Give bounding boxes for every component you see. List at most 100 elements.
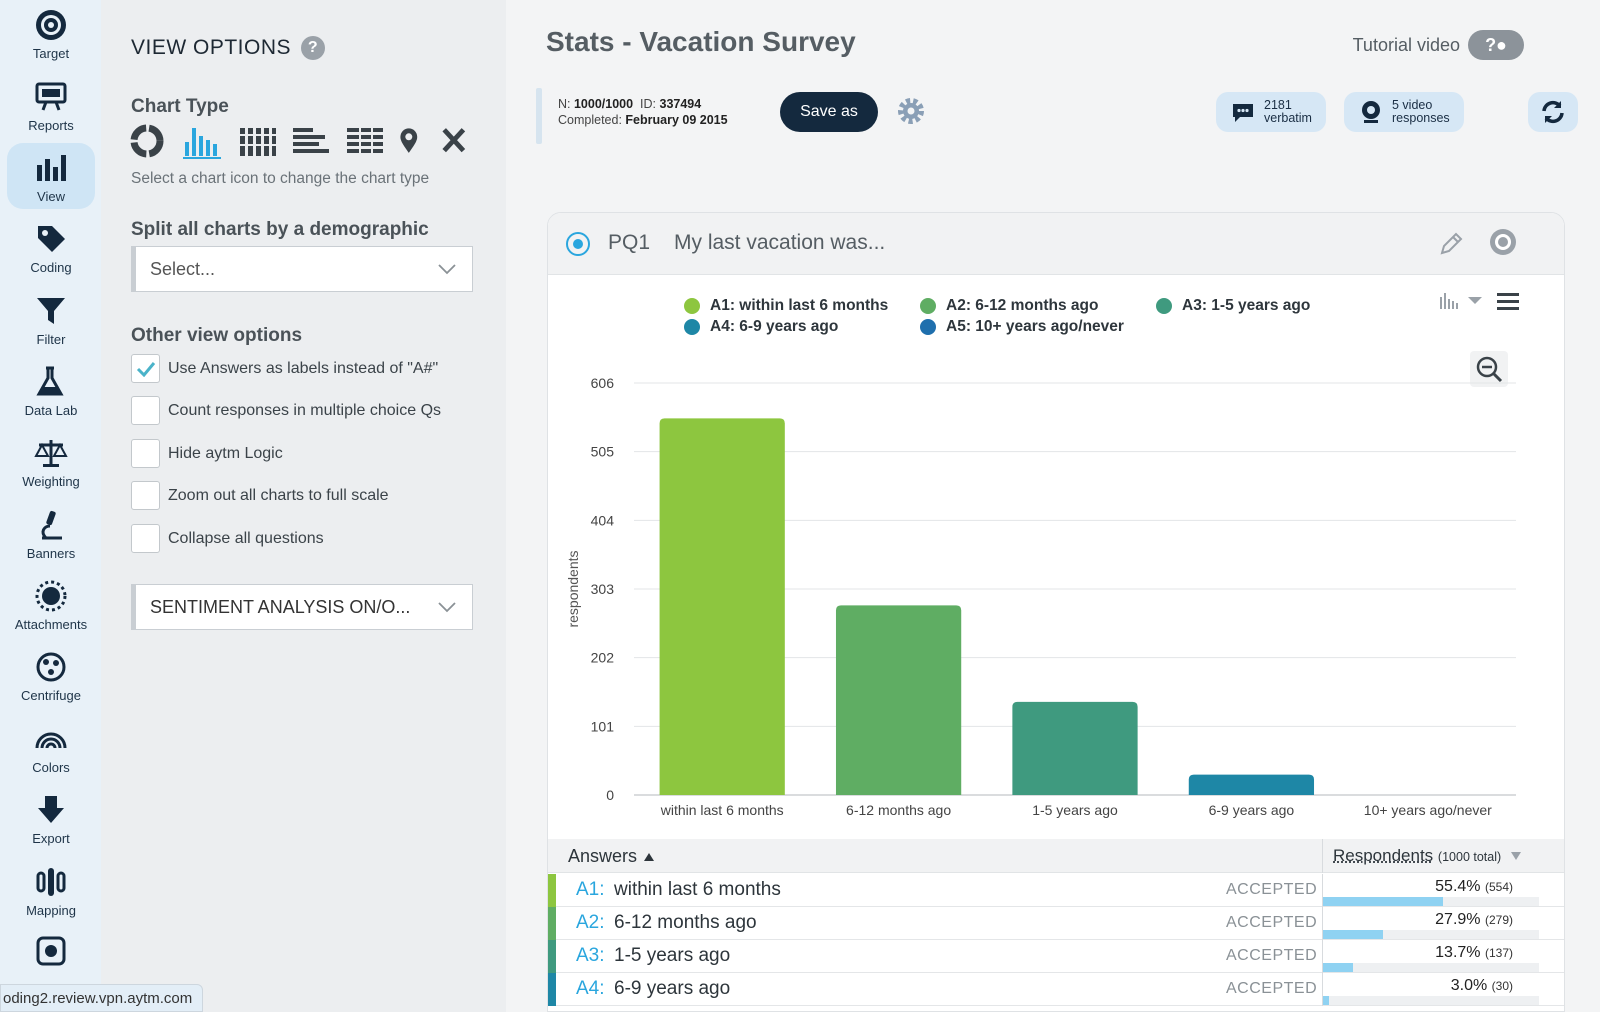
video-responses-button[interactable]: 5 video responses bbox=[1344, 92, 1464, 132]
option-collapse-text: Collapse all questions bbox=[168, 529, 324, 547]
sort-respondents-header[interactable]: Respondents (1000 total) bbox=[1322, 839, 1564, 873]
verbatim-label: verbatim bbox=[1264, 111, 1312, 125]
nav-view[interactable]: View bbox=[7, 143, 95, 209]
bar-1[interactable] bbox=[659, 418, 785, 795]
option-use-answers-labels[interactable]: Use Answers as labels instead of "A#" bbox=[131, 354, 438, 383]
menu-icon[interactable] bbox=[1496, 291, 1520, 311]
row-color-marker bbox=[548, 874, 556, 907]
refresh-button[interactable] bbox=[1528, 92, 1578, 132]
question-select-radio[interactable] bbox=[566, 232, 590, 256]
nav-banners-label: Banners bbox=[26, 546, 76, 561]
nav-weighting[interactable]: Weighting bbox=[7, 428, 95, 494]
checkbox-use-answers-labels[interactable] bbox=[131, 354, 160, 383]
chat-icon bbox=[36, 936, 66, 966]
legend-swatch bbox=[684, 319, 700, 335]
gear-icon[interactable] bbox=[896, 96, 926, 126]
option-hide-logic-text: Hide aytm Logic bbox=[168, 444, 283, 462]
nav-export[interactable]: Export bbox=[7, 785, 95, 851]
y-tick-label: 101 bbox=[591, 718, 615, 734]
nav-data-lab-label: Data Lab bbox=[24, 403, 78, 418]
sentiment-select[interactable]: SENTIMENT ANALYSIS ON/O... bbox=[131, 584, 473, 630]
scale-icon bbox=[34, 440, 68, 467]
nav-more[interactable] bbox=[7, 928, 95, 994]
nav-filter[interactable]: Filter bbox=[7, 286, 95, 352]
nav-view-label: View bbox=[37, 189, 65, 204]
verbatim-button[interactable]: 2181 verbatim bbox=[1216, 92, 1326, 132]
percent-value: 27.9% (279) bbox=[1323, 911, 1513, 929]
option-count-responses[interactable]: Count responses in multiple choice Qs bbox=[131, 396, 441, 425]
chart-type-hint: Select a chart icon to change the chart … bbox=[131, 170, 430, 187]
legend-label: A4: 6-9 years ago bbox=[710, 318, 839, 335]
sentiment-select-value: SENTIMENT ANALYSIS ON/O... bbox=[150, 596, 411, 617]
option-zoom-out[interactable]: Zoom out all charts to full scale bbox=[131, 481, 389, 510]
video-label: responses bbox=[1392, 111, 1450, 125]
nav-colors-label: Colors bbox=[32, 760, 70, 775]
table-row[interactable]: A2: 6-12 months ago ACCEPTED 27.9% (279) bbox=[548, 907, 1564, 940]
answer-code: A3: bbox=[576, 945, 605, 966]
status-bar-url: oding2.review.vpn.aytm.com bbox=[0, 984, 204, 1012]
x-tick-label: 10+ years ago/never bbox=[1364, 802, 1492, 818]
x-tick-label: 6-12 months ago bbox=[846, 802, 951, 818]
nav-coding[interactable]: Coding bbox=[7, 214, 95, 280]
col-respondents-total: (1000 total) bbox=[1437, 850, 1502, 864]
bar-3[interactable] bbox=[1012, 701, 1138, 795]
split-heading: Split all charts by a demographic bbox=[131, 219, 429, 240]
percent-bar-fill bbox=[1323, 897, 1443, 906]
nav-target[interactable]: Target bbox=[7, 0, 95, 66]
option-hide-logic[interactable]: Hide aytm Logic bbox=[131, 439, 283, 468]
checkbox-collapse[interactable] bbox=[131, 524, 160, 553]
table-row[interactable]: A3: 1-5 years ago ACCEPTED 13.7% (137) bbox=[548, 940, 1564, 973]
checkbox-hide-logic[interactable] bbox=[131, 439, 160, 468]
table-row[interactable]: A1: within last 6 months ACCEPTED 55.4% (55… bbox=[548, 874, 1564, 907]
chart-type-dropdown-icon[interactable] bbox=[1438, 291, 1484, 311]
answer-text: within last 6 months bbox=[614, 879, 781, 900]
nav-colors[interactable]: Colors bbox=[7, 714, 95, 780]
legend-swatch bbox=[920, 319, 936, 335]
percent-text: 3.0% bbox=[1450, 977, 1488, 994]
y-tick-label: 303 bbox=[591, 581, 615, 597]
nav-centrifuge[interactable]: Centrifuge bbox=[7, 642, 95, 708]
percent-text: 13.7% bbox=[1435, 944, 1481, 961]
help-icon[interactable]: ? bbox=[301, 36, 326, 60]
horizontal-bar-icon[interactable] bbox=[291, 122, 331, 160]
legend-item-a2[interactable]: A2: 6-12 months ago bbox=[920, 297, 1098, 315]
legend-item-a3[interactable]: A3: 1-5 years ago bbox=[1156, 297, 1310, 315]
stacked-bar-icon[interactable] bbox=[237, 122, 277, 160]
nav-mapping[interactable]: Mapping bbox=[7, 857, 95, 923]
bar-chart-icon[interactable] bbox=[183, 122, 223, 160]
checkbox-zoom-out[interactable] bbox=[131, 481, 160, 510]
chevron-down-icon bbox=[438, 602, 456, 613]
question-options-icon[interactable] bbox=[1488, 227, 1518, 257]
chart-type-selector bbox=[129, 122, 473, 160]
answer-status: ACCEPTED bbox=[1226, 947, 1318, 964]
donut-chart-icon[interactable] bbox=[129, 122, 169, 160]
x-tick-label: 6-9 years ago bbox=[1209, 802, 1295, 818]
pencil-icon[interactable] bbox=[1438, 231, 1464, 257]
nav-coding-label: Coding bbox=[30, 260, 72, 275]
nav-data-lab[interactable]: Data Lab bbox=[7, 357, 95, 423]
tutorial-video-link[interactable]: Tutorial video ?● bbox=[1353, 30, 1524, 60]
option-collapse[interactable]: Collapse all questions bbox=[131, 524, 324, 553]
tag-icon bbox=[38, 226, 65, 252]
bar-2[interactable] bbox=[835, 605, 962, 795]
demographic-select[interactable]: Select... bbox=[131, 246, 473, 292]
close-icon[interactable] bbox=[441, 122, 473, 160]
zoom-out-button[interactable] bbox=[1470, 351, 1508, 387]
chart-type-heading: Chart Type bbox=[131, 96, 229, 117]
stacked-horizontal-icon[interactable] bbox=[345, 122, 385, 160]
bar-4[interactable] bbox=[1188, 774, 1315, 795]
legend-item-a1[interactable]: A1: within last 6 months bbox=[684, 297, 888, 315]
checkbox-count-responses[interactable] bbox=[131, 396, 160, 425]
completed-value: February 09 2015 bbox=[625, 113, 728, 127]
sort-answers-header[interactable]: Answers bbox=[568, 846, 655, 867]
save-as-button[interactable]: Save as bbox=[780, 92, 878, 132]
nav-reports[interactable]: Reports bbox=[7, 72, 95, 138]
sun-icon bbox=[35, 580, 67, 612]
legend-item-a5[interactable]: A5: 10+ years ago/never bbox=[920, 318, 1124, 336]
legend-item-a4[interactable]: A4: 6-9 years ago bbox=[684, 318, 838, 336]
table-row[interactable]: A4: 6-9 years ago ACCEPTED 3.0% (30) bbox=[548, 973, 1564, 1006]
map-pin-icon[interactable] bbox=[399, 122, 427, 160]
nav-banners[interactable]: Banners bbox=[7, 500, 95, 566]
demographic-select-value: Select... bbox=[150, 258, 216, 279]
nav-attachments[interactable]: Attachments bbox=[7, 571, 95, 637]
